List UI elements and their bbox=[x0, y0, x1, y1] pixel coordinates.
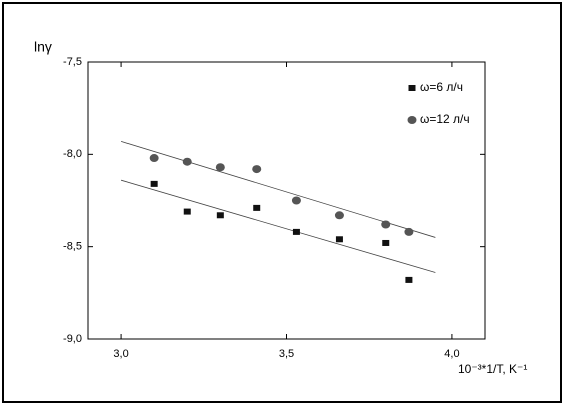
point bbox=[149, 154, 159, 163]
x-axis-label: 10⁻³*1/T, K⁻¹ bbox=[458, 362, 527, 376]
y-axis-label: lnγ bbox=[34, 39, 52, 55]
legend-label: ω=12 л/ч bbox=[420, 112, 470, 126]
point bbox=[291, 196, 301, 205]
point bbox=[252, 165, 262, 174]
y-tick-label: -7,5 bbox=[63, 56, 82, 68]
point bbox=[215, 163, 225, 172]
point bbox=[404, 227, 414, 236]
legend-label: ω=6 л/ч bbox=[420, 80, 463, 94]
point bbox=[382, 239, 390, 246]
point bbox=[253, 204, 261, 211]
point bbox=[216, 212, 224, 219]
x-tick-label: 3,0 bbox=[113, 348, 128, 360]
x-tick-label: 4,0 bbox=[444, 348, 459, 360]
y-tick-label: -9,0 bbox=[63, 333, 82, 345]
legend-marker bbox=[407, 116, 417, 124]
point bbox=[150, 180, 158, 187]
plot-frame bbox=[87, 61, 486, 340]
point bbox=[335, 236, 343, 243]
point bbox=[334, 211, 344, 220]
legend-marker bbox=[408, 85, 416, 91]
y-tick-label: -8,5 bbox=[63, 241, 82, 253]
outer-frame bbox=[2, 2, 562, 403]
point bbox=[183, 208, 191, 215]
y-tick-label: -8,0 bbox=[63, 148, 82, 160]
x-tick-label: 3,5 bbox=[279, 348, 294, 360]
point bbox=[182, 157, 192, 166]
point bbox=[381, 220, 391, 229]
point bbox=[405, 276, 413, 283]
trend-line bbox=[120, 179, 436, 273]
point bbox=[292, 228, 300, 235]
